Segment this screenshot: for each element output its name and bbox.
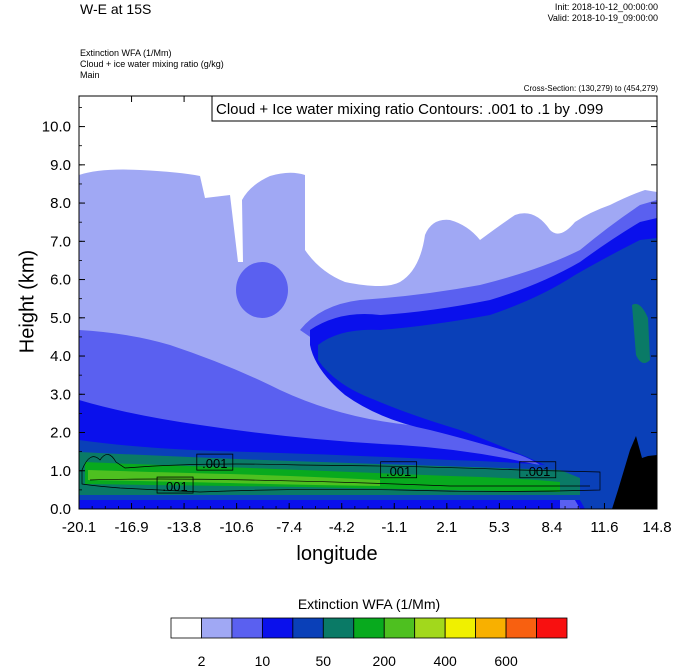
y-tick-label: 0.0 bbox=[50, 501, 71, 518]
colorbar-swatch bbox=[505, 617, 537, 639]
x-tick-label: -7.4 bbox=[276, 519, 302, 536]
y-tick-label: 10.0 bbox=[42, 119, 71, 136]
y-tick-label: 7.0 bbox=[50, 233, 71, 250]
field-1-label: Extinction WFA (1/Mm) bbox=[80, 48, 172, 58]
y-tick-label: 2.0 bbox=[50, 425, 71, 442]
contour-label-box bbox=[380, 461, 418, 479]
field-info: Extinction WFA (1/Mm) Cloud + ice water … bbox=[80, 48, 224, 81]
x-tick-label: 11.6 bbox=[590, 519, 618, 536]
x-tick-label: -20.1 bbox=[62, 519, 96, 536]
colorbar-label: 10 bbox=[255, 653, 271, 667]
contour-label-box bbox=[156, 476, 194, 494]
y-tick-label: 4.0 bbox=[50, 348, 71, 365]
colorbar-swatch bbox=[261, 617, 294, 639]
x-tick-label: 14.8 bbox=[642, 519, 671, 536]
x-tick-label: -1.1 bbox=[381, 519, 407, 536]
contour-label-box bbox=[519, 461, 557, 479]
y-tick-label: 1.0 bbox=[50, 463, 71, 480]
colorbar: 2 10 50 200 400 600 bbox=[170, 617, 568, 667]
time-info: Init: 2018-10-12_00:00:00 Valid: 2018-10… bbox=[548, 2, 658, 24]
plot-title: W-E at 15S bbox=[80, 1, 152, 17]
colorbar-swatch bbox=[322, 617, 355, 639]
colorbar-swatch bbox=[201, 617, 233, 639]
colorbar-swatch bbox=[475, 617, 507, 639]
region-medium-blue-blob bbox=[236, 262, 288, 318]
colorbar-swatch bbox=[414, 617, 446, 639]
cross-section-label: Cross-Section: (130,279) to (454,279) bbox=[523, 84, 658, 93]
colorbar-swatch bbox=[353, 617, 385, 639]
colorbar-swatch bbox=[536, 617, 568, 639]
terrain bbox=[612, 436, 657, 509]
y-tick-label: 8.0 bbox=[50, 195, 71, 212]
colorbar-label: 400 bbox=[433, 653, 457, 667]
contour-labels: .001 .001 .001 .001 bbox=[156, 453, 557, 494]
x-axis: -20.1 -16.9 -13.8 -10.6 -7.4 -4.2 -1.1 2.1 5.3 8.… bbox=[62, 96, 672, 536]
colorbar-swatch bbox=[292, 617, 324, 639]
region-dark-blue bbox=[318, 238, 657, 509]
colorbar-title: Extinction WFA (1/Mm) bbox=[297, 596, 441, 612]
contour-label: .001 bbox=[386, 464, 411, 479]
y-tick-label: 5.0 bbox=[50, 310, 71, 327]
contour-annotation: Cloud + Ice water mixing ratio Contours:… bbox=[216, 101, 603, 118]
mixing-ratio-contours bbox=[81, 454, 601, 493]
colorbar-label: 600 bbox=[494, 653, 518, 667]
plot-fill bbox=[79, 96, 657, 509]
colorbar-label: 200 bbox=[373, 653, 397, 667]
colorbar-swatch bbox=[231, 617, 263, 639]
init-time: Init: 2018-10-12_00:00:00 bbox=[554, 2, 658, 12]
x-axis-label: longitude bbox=[296, 543, 378, 565]
annotation-box bbox=[211, 95, 658, 122]
contour-label-box bbox=[196, 453, 234, 471]
region-green bbox=[85, 462, 560, 492]
field-2-label: Cloud + ice water mixing ratio (g/kg) bbox=[80, 59, 224, 69]
contour-label: .001 bbox=[525, 464, 550, 479]
region-light-green bbox=[88, 470, 380, 486]
x-tick-label: 5.3 bbox=[489, 519, 510, 536]
y-tick-label: 6.0 bbox=[50, 272, 71, 289]
x-tick-label: -4.2 bbox=[329, 519, 355, 536]
y-tick-label: 9.0 bbox=[50, 157, 71, 174]
field-3-label: Main bbox=[80, 70, 100, 80]
colorbar-label: 2 bbox=[198, 653, 206, 667]
x-tick-label: -16.9 bbox=[114, 519, 148, 536]
y-axis: 0.0 1.0 2.0 3.0 4.0 5.0 6.0 7.0 8.0 9.0 10.0 bbox=[42, 107, 657, 518]
x-tick-label: -10.6 bbox=[220, 519, 254, 536]
region-teal bbox=[632, 303, 650, 364]
y-axis-label: Height (km) bbox=[16, 249, 39, 354]
x-tick-label: 8.4 bbox=[541, 519, 562, 536]
colorbar-swatch bbox=[383, 617, 416, 639]
contour-label: .001 bbox=[162, 479, 187, 494]
x-tick-label: -13.8 bbox=[167, 519, 201, 536]
contour-label: .001 bbox=[202, 456, 227, 471]
colorbar-swatch bbox=[444, 617, 477, 639]
colorbar-label: 50 bbox=[316, 653, 332, 667]
colorbar-swatch bbox=[170, 617, 202, 639]
y-tick-label: 3.0 bbox=[50, 386, 71, 403]
valid-time: Valid: 2018-10-19_09:00:00 bbox=[547, 13, 658, 23]
x-tick-label: 2.1 bbox=[436, 519, 457, 536]
